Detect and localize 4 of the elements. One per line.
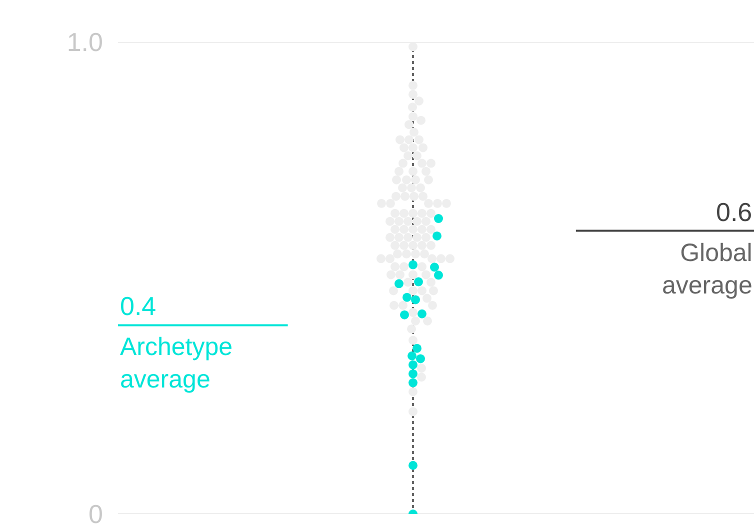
annotation: Archetype average xyxy=(120,333,233,394)
ref-line-label: 0.6 xyxy=(716,197,752,227)
ref-line-label: 0.4 xyxy=(120,291,156,321)
annotation: Global average xyxy=(662,239,752,300)
